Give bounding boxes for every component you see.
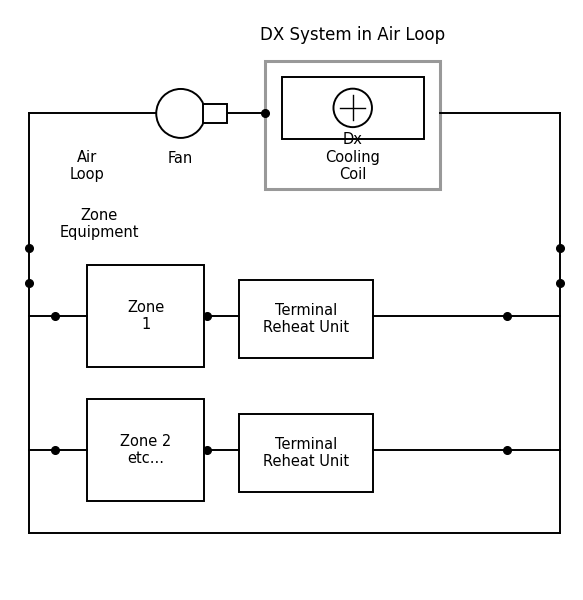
Bar <box>87 399 204 501</box>
Bar <box>239 280 373 358</box>
Bar <box>265 61 440 189</box>
Bar <box>203 104 227 124</box>
Circle shape <box>156 89 205 138</box>
Text: Zone
1: Zone 1 <box>127 300 164 332</box>
Text: DX System in Air Loop: DX System in Air Loop <box>260 26 445 44</box>
Text: Terminal
Reheat Unit: Terminal Reheat Unit <box>263 303 349 335</box>
Bar <box>87 265 204 367</box>
Text: Zone
Equipment: Zone Equipment <box>59 208 139 241</box>
Text: Zone 2
etc...: Zone 2 etc... <box>120 434 171 466</box>
Bar <box>239 413 373 493</box>
Text: Air
Loop: Air Loop <box>70 150 105 182</box>
Bar <box>282 77 424 139</box>
Text: Dx
Cooling
Coil: Dx Cooling Coil <box>325 132 380 182</box>
Text: Fan: Fan <box>168 151 194 166</box>
Text: Terminal
Reheat Unit: Terminal Reheat Unit <box>263 437 349 469</box>
